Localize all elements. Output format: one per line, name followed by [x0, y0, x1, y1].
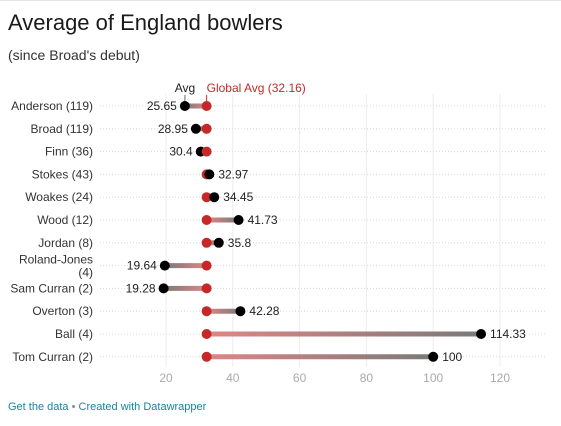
global-avg-dot	[201, 329, 212, 339]
x-tick-label: 60	[293, 371, 307, 385]
category-label: Roland-Jones (4)	[19, 253, 93, 280]
global-avg-dot	[201, 101, 212, 111]
category-label: Sam Curran (2)	[10, 281, 93, 295]
value-label: 35.8	[228, 236, 252, 250]
value-label: 28.95	[158, 122, 188, 136]
player-avg-dot	[179, 101, 190, 111]
player-avg-dot	[428, 351, 439, 362]
get-data-link[interactable]: Get the data	[8, 401, 69, 413]
global-avg-dot	[201, 192, 212, 203]
global-avg-dot	[201, 260, 212, 271]
datawrapper-link[interactable]: Created with Datawrapper	[78, 401, 207, 413]
category-label: Finn (36)	[45, 145, 93, 159]
value-label: 114.33	[490, 327, 526, 341]
global-avg-dot	[201, 237, 212, 248]
dot-range-chart: 20 40 60 80 100 120 Avg Global Avg (32.16) Ander…	[10, 81, 545, 385]
global-avg-dot	[201, 283, 212, 294]
category-label: Jordan (8)	[38, 236, 93, 250]
player-avg-dot	[476, 329, 487, 339]
category-label: Woakes (24)	[25, 190, 93, 204]
x-tick-label: 80	[360, 371, 374, 385]
category-label: Tom Curran (2)	[12, 350, 93, 364]
global-avg-dot	[201, 146, 212, 157]
global-avg-dot	[201, 351, 212, 362]
value-label: 42.28	[249, 304, 279, 318]
legend-global-avg-label: Global Avg (32.16)	[207, 81, 306, 95]
chart-footer: Get the data • Created with Datawrapper	[8, 401, 206, 413]
player-avg-dot	[190, 123, 201, 134]
player-avg-dot	[209, 192, 220, 203]
player-avg-dot	[213, 237, 224, 248]
category-label: Ball (4)	[55, 327, 93, 341]
category-label: Broad (119)	[31, 122, 93, 136]
global-avg-dot	[201, 123, 212, 134]
category-label: Anderson (119)	[11, 99, 93, 113]
value-label: 100	[442, 350, 462, 364]
player-avg-dot	[204, 169, 215, 180]
value-label: 30.4	[169, 145, 193, 159]
top-rule	[0, 0, 561, 1]
player-avg-dot	[159, 260, 170, 271]
label-layer: 20 40 60 80 100 120 Avg Global Avg (32.16) Ander…	[10, 81, 526, 385]
player-avg-dot	[158, 283, 169, 294]
value-label: 41.73	[248, 213, 278, 227]
category-label: Stokes (43)	[32, 167, 93, 181]
category-label-line: (4)	[78, 266, 93, 280]
global-avg-dot	[201, 306, 212, 317]
value-label: 19.64	[127, 259, 157, 273]
legend-avg-label: Avg	[175, 81, 195, 95]
x-tick-label: 20	[159, 371, 173, 385]
x-tick-label: 120	[490, 371, 510, 385]
chart-subtitle: (since Broad's debut)	[8, 47, 140, 63]
player-avg-dot	[233, 215, 244, 225]
x-tick-label: 100	[423, 371, 443, 385]
player-avg-dot	[235, 306, 246, 317]
dot-layer	[158, 101, 487, 362]
global-avg-dot	[201, 215, 212, 225]
value-label: 32.97	[218, 167, 248, 181]
value-label: 34.45	[223, 190, 253, 204]
category-label: Overton (3)	[32, 304, 93, 318]
footer-separator: •	[71, 401, 76, 413]
category-label-line: Roland-Jones	[19, 253, 93, 267]
value-label: 25.65	[147, 99, 177, 113]
category-label: Wood (12)	[37, 213, 93, 227]
value-label: 19.28	[126, 281, 156, 295]
chart-title: Average of England bowlers	[8, 10, 283, 35]
x-tick-label: 40	[226, 371, 240, 385]
